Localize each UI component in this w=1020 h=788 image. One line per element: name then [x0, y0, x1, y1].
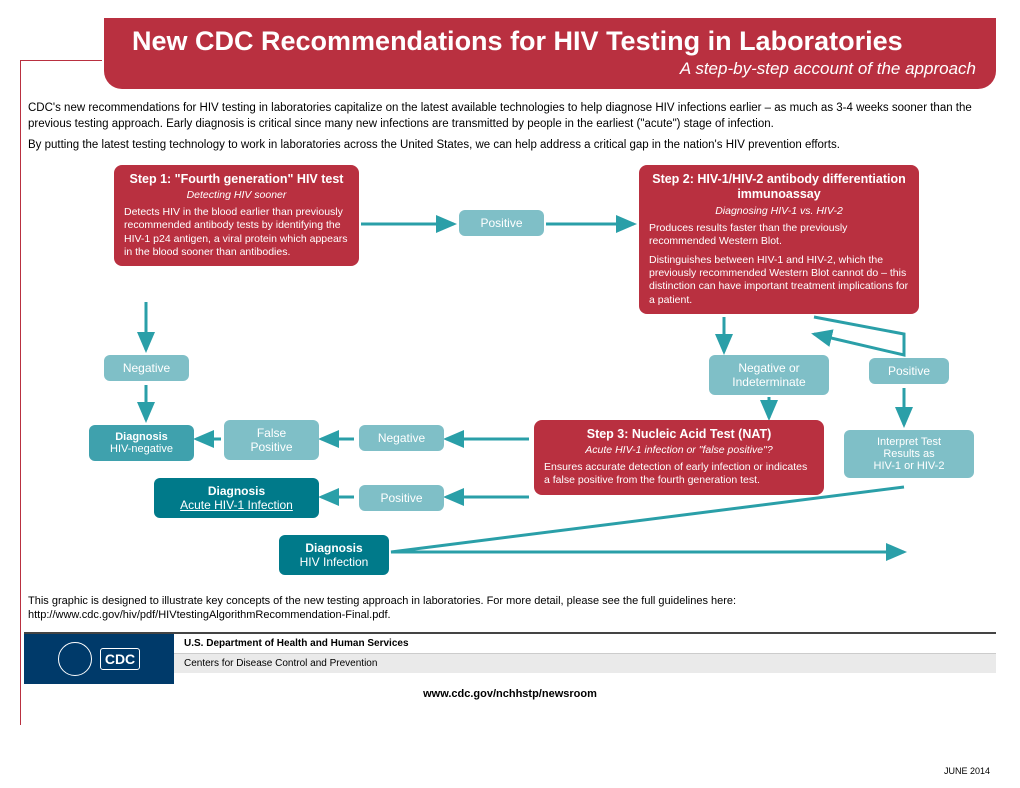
negative-pill-2: Negative: [359, 425, 444, 451]
positive-pill-1: Positive: [459, 210, 544, 236]
step1-sub: Detecting HIV sooner: [124, 189, 349, 202]
page-title: New CDC Recommendations for HIV Testing …: [132, 26, 976, 57]
step3-box: Step 3: Nucleic Acid Test (NAT) Acute HI…: [534, 420, 824, 495]
bottom-note: This graphic is designed to illustrate k…: [28, 594, 992, 623]
step3-sub: Acute HIV-1 infection or "false positive…: [544, 444, 814, 457]
step2-box: Step 2: HIV-1/HIV-2 antibody differentia…: [639, 165, 919, 314]
step2-body2: Distinguishes between HIV-1 and HIV-2, w…: [649, 254, 909, 307]
neg-indet-pill: Negative or Indeterminate: [709, 355, 829, 395]
cdc-logo-icon: CDC: [100, 648, 140, 670]
diagnosis-hiv: Diagnosis HIV Infection: [279, 535, 389, 575]
page: New CDC Recommendations for HIV Testing …: [0, 0, 1020, 788]
footer-url: www.cdc.gov/nchhstp/newsroom: [24, 688, 996, 700]
positive-pill-2: Positive: [869, 358, 949, 384]
flowchart: Step 1: "Fourth generation" HIV test Det…: [24, 160, 996, 590]
false-positive: False Positive: [224, 420, 319, 460]
diag-acute-l1: Diagnosis: [168, 484, 305, 498]
header-bar: New CDC Recommendations for HIV Testing …: [104, 18, 996, 89]
diagnosis-acute: Diagnosis Acute HIV-1 Infection: [154, 478, 319, 518]
step3-body: Ensures accurate detection of early infe…: [544, 461, 814, 487]
page-subtitle: A step-by-step account of the approach: [132, 59, 976, 79]
footer-bar: CDC U.S. Department of Health and Human …: [24, 632, 996, 684]
step2-sub: Diagnosing HIV-1 vs. HIV-2: [649, 205, 909, 218]
intro-p2: By putting the latest testing technology…: [28, 138, 992, 154]
step1-body: Detects HIV in the blood earlier than pr…: [124, 206, 349, 259]
intro-p1: CDC's new recommendations for HIV testin…: [28, 101, 992, 132]
footer-text-block: U.S. Department of Health and Human Serv…: [174, 634, 996, 684]
diag-neg-l1: Diagnosis: [103, 431, 180, 443]
interpret-box: Interpret Test Results as HIV-1 or HIV-2: [844, 430, 974, 478]
step3-title: Step 3: Nucleic Acid Test (NAT): [544, 427, 814, 443]
footer-agency: Centers for Disease Control and Preventi…: [174, 654, 996, 673]
interpret-l2: HIV-1 or HIV-2: [858, 460, 960, 472]
intro-text: CDC's new recommendations for HIV testin…: [28, 101, 992, 154]
diag-acute-l2: Acute HIV-1 Infection: [168, 498, 305, 512]
diag-hiv-l2: HIV Infection: [293, 555, 375, 569]
footer-date: JUNE 2014: [944, 766, 990, 776]
negative-pill-1: Negative: [104, 355, 189, 381]
step2-body1: Produces results faster than the previou…: [649, 222, 909, 248]
step1-box: Step 1: "Fourth generation" HIV test Det…: [114, 165, 359, 266]
interpret-l1: Interpret Test Results as: [858, 436, 960, 460]
step1-title: Step 1: "Fourth generation" HIV test: [124, 172, 349, 188]
footer-dept: U.S. Department of Health and Human Serv…: [174, 634, 996, 654]
positive-pill-3: Positive: [359, 485, 444, 511]
false-pos-l2: Positive: [238, 440, 305, 454]
diag-hiv-l1: Diagnosis: [293, 541, 375, 555]
false-pos-l1: False: [238, 426, 305, 440]
diag-neg-l2: HIV-negative: [103, 443, 180, 455]
diagnosis-negative: Diagnosis HIV-negative: [89, 425, 194, 461]
step2-title: Step 2: HIV-1/HIV-2 antibody differentia…: [649, 172, 909, 203]
